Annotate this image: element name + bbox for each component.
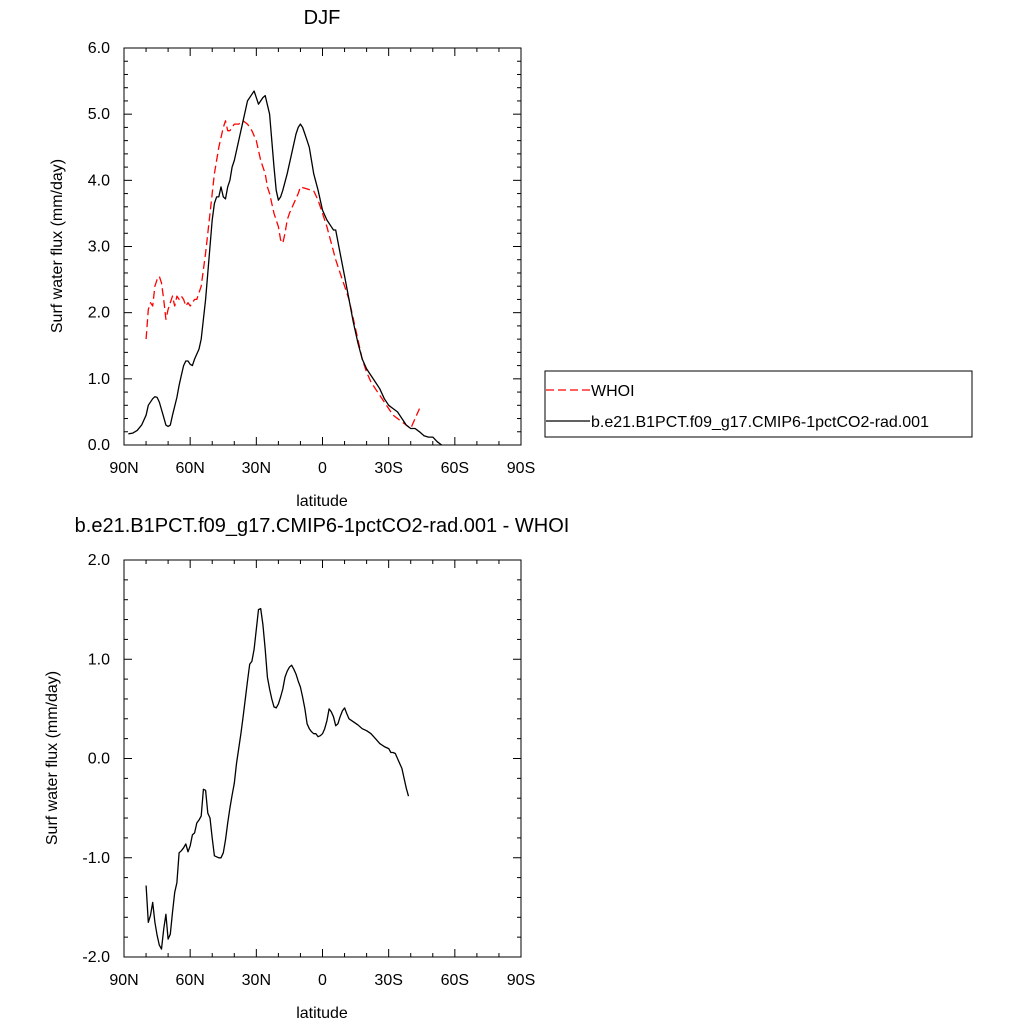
y-tick-label: -1.0 <box>82 850 110 867</box>
axis-ticks: 90N 60N 30N 0 30S 60S 90S 0.0 1.0 2.0 3.0 4.0 5.0 6.0 <box>88 40 535 477</box>
y-tick-label: 0.0 <box>88 751 110 768</box>
y-tick-label: -2.0 <box>82 949 110 966</box>
series-group <box>145 607 410 950</box>
x-tick-label: 30N <box>242 972 271 989</box>
series-line-difference <box>145 607 410 950</box>
series-line-b-e21-b1pct-f09-g17-cmip6-1pctco2-rad-001 <box>128 90 442 446</box>
x-tick-label: 30S <box>374 972 402 989</box>
y-tick-label: 5.0 <box>88 106 110 123</box>
x-tick-label: 0 <box>318 460 327 477</box>
y-tick-label: 1.0 <box>88 371 110 388</box>
y-tick-label: 2.0 <box>88 305 110 322</box>
y-tick-label: 0.0 <box>88 437 110 454</box>
x-tick-label: 90N <box>109 972 138 989</box>
plot-frame <box>123 47 522 446</box>
y-tick-label: 2.0 <box>88 552 110 569</box>
x-tick-label: 90S <box>507 460 535 477</box>
x-tick-label: 90S <box>507 972 535 989</box>
series-line-whoi <box>145 120 421 430</box>
plot-frame <box>123 559 522 958</box>
x-tick-label: 30S <box>374 460 402 477</box>
y-axis-label: Surf water flux (mm/day) <box>49 159 66 333</box>
chart-title: b.e21.B1PCT.f09_g17.CMIP6-1pctCO2-rad.00… <box>75 515 570 537</box>
series-group <box>128 90 442 446</box>
x-axis-label: latitude <box>296 1005 348 1022</box>
x-tick-label: 0 <box>318 972 327 989</box>
y-axis-label: Surf water flux (mm/day) <box>44 671 61 845</box>
legend: WHOI b.e21.B1PCT.f09_g17.CMIP6-1pctCO2-r… <box>544 370 973 438</box>
axis-ticks: 90N 60N 30N 0 30S 60S 90S -2.0 -1.0 0.0 1.0 2.0 <box>82 552 535 989</box>
x-tick-label: 60S <box>441 460 469 477</box>
x-tick-label: 60N <box>175 972 204 989</box>
legend-label-model: b.e21.B1PCT.f09_g17.CMIP6-1pctCO2-rad.00… <box>591 414 929 431</box>
x-tick-label: 60S <box>441 972 469 989</box>
chart-title: DJF <box>304 7 341 29</box>
x-tick-label: 60N <box>175 460 204 477</box>
y-tick-label: 3.0 <box>88 239 110 256</box>
x-tick-label: 30N <box>242 460 271 477</box>
chart-djf: DJF latitude Surf water flux (mm/day) 90… <box>49 7 535 510</box>
y-tick-label: 1.0 <box>88 651 110 668</box>
x-axis-label: latitude <box>296 493 348 510</box>
x-tick-label: 90N <box>109 460 138 477</box>
chart-difference: b.e21.B1PCT.f09_g17.CMIP6-1pctCO2-rad.00… <box>44 515 569 1022</box>
legend-box <box>544 370 973 438</box>
y-tick-label: 6.0 <box>88 40 110 57</box>
y-tick-label: 4.0 <box>88 172 110 189</box>
legend-label-whoi: WHOI <box>591 383 635 400</box>
